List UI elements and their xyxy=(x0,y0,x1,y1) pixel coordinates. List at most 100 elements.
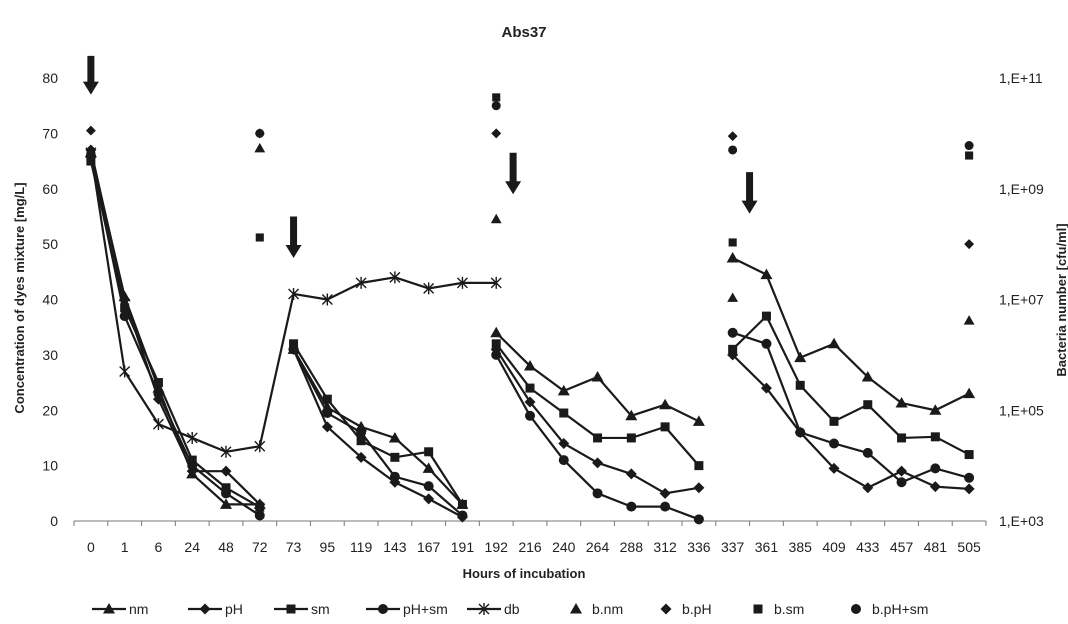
data-point-ph-sm xyxy=(153,388,164,399)
data-point-ph-sm xyxy=(761,338,772,349)
data-point-db xyxy=(423,282,435,295)
series-line-db xyxy=(89,152,497,453)
data-point-nm xyxy=(929,404,942,415)
series-b-ph-sm xyxy=(86,101,974,158)
data-point-db xyxy=(119,365,131,378)
data-point-sm xyxy=(559,408,569,418)
x-axis-ticks: 0 1 6 24 48 72 73 95 119 143 167 191 192 216 240 264 288… xyxy=(73,521,987,555)
legend-item-b-nm: b.nm xyxy=(570,601,623,617)
arrow-annotation xyxy=(505,152,522,195)
data-point-sm xyxy=(897,433,907,443)
data-point-ph-sm xyxy=(862,447,873,458)
x-tick-label: 95 xyxy=(320,539,336,555)
data-point-nm xyxy=(591,371,604,382)
x-tick-label: 24 xyxy=(184,539,200,555)
y-tick-label: 20 xyxy=(42,402,58,418)
data-point-ph-sm xyxy=(187,460,198,471)
data-point-sm xyxy=(153,378,163,388)
data-point-sm xyxy=(457,499,467,509)
data-point-ph-sm xyxy=(389,471,400,482)
data-point-db xyxy=(355,276,367,289)
legend-marker xyxy=(753,604,763,614)
series-sm xyxy=(86,156,974,512)
data-point-sm xyxy=(491,339,501,349)
secondary-y-axis-ticks: 1,E+03 1,E+05 1,E+07 1,E+09 1,E+11 xyxy=(999,70,1044,529)
y-tick-label: 40 xyxy=(42,292,58,308)
y-axis-title: Concentration of dyes mixture [mg/L] xyxy=(12,182,27,413)
data-point-sm xyxy=(964,450,974,460)
data-point-nm xyxy=(963,387,976,399)
data-point-ph xyxy=(896,465,908,477)
series-ph-sm xyxy=(85,150,975,525)
data-point-db xyxy=(456,276,468,289)
y2-tick-label: 1,E+09 xyxy=(999,181,1044,197)
x-tick-label: 409 xyxy=(822,539,846,555)
data-point-sm xyxy=(761,311,771,321)
data-point-nm xyxy=(861,371,874,382)
series-line-ph xyxy=(495,348,700,495)
y2-tick-label: 1,E+03 xyxy=(999,513,1044,529)
y-tick-label: 50 xyxy=(42,236,58,252)
x-tick-label: 216 xyxy=(518,539,542,555)
data-point-ph xyxy=(321,421,333,433)
data-point-ph-sm xyxy=(727,327,738,338)
legend-item-b-ph-sm: b.pH+sm xyxy=(851,601,928,617)
data-point-b-sm xyxy=(728,238,737,247)
data-point-ph xyxy=(423,493,435,505)
data-point-b-ph xyxy=(85,125,96,136)
data-point-db xyxy=(186,431,198,444)
legend-label: nm xyxy=(129,601,148,617)
data-point-b-nm xyxy=(490,213,502,224)
y-tick-label: 30 xyxy=(42,347,58,363)
data-point-ph xyxy=(760,382,772,394)
series-db xyxy=(85,146,502,458)
x-tick-label: 119 xyxy=(350,539,373,555)
data-point-ph-sm xyxy=(829,438,839,449)
data-point-b-sm xyxy=(255,233,264,242)
legend-label: b.pH+sm xyxy=(872,601,928,617)
data-point-sm xyxy=(728,344,738,354)
data-point-sm xyxy=(356,436,366,446)
data-point-ph xyxy=(524,396,536,408)
legend-marker xyxy=(103,603,115,614)
legend-label: pH+sm xyxy=(403,601,448,617)
data-point-b-ph-sm xyxy=(255,128,265,138)
data-point-ph xyxy=(592,457,604,469)
data-point-ph-sm xyxy=(254,510,265,521)
series-line-ph xyxy=(292,348,463,519)
series-line-nm xyxy=(292,348,464,506)
data-point-sm xyxy=(525,383,535,393)
legend-item-b-sm: b.sm xyxy=(753,601,804,617)
x-tick-label: 191 xyxy=(451,539,475,555)
data-point-b-ph xyxy=(727,131,738,142)
chart-title: Abs37 xyxy=(501,24,546,41)
series-line-sm xyxy=(89,160,261,509)
data-point-sm xyxy=(289,339,299,349)
data-point-nm xyxy=(524,359,536,371)
x-tick-label: 312 xyxy=(653,539,677,555)
data-point-nm xyxy=(220,498,232,509)
data-point-ph-sm xyxy=(491,349,502,360)
y-tick-label: 0 xyxy=(50,513,58,529)
data-point-nm xyxy=(726,251,739,263)
legend-item-b-ph: b.pH xyxy=(660,601,712,617)
x-tick-label: 1 xyxy=(121,539,129,555)
series-b-ph xyxy=(85,125,975,250)
legend-item-db: db xyxy=(467,601,520,617)
data-point-sm xyxy=(829,416,839,426)
y-axis-ticks: 0 10 20 30 40 50 60 70 80 xyxy=(42,70,58,529)
data-point-b-sm xyxy=(86,154,95,163)
series-line-nm xyxy=(89,152,260,506)
data-point-nm xyxy=(794,351,807,363)
x-tick-label: 336 xyxy=(687,539,711,555)
legend-item-ph-sm: pH+sm xyxy=(366,601,448,617)
y2-tick-label: 1,E+07 xyxy=(999,292,1044,308)
x-tick-label: 143 xyxy=(383,539,407,555)
data-point-b-nm xyxy=(254,142,266,153)
data-point-ph xyxy=(963,483,975,495)
data-point-ph xyxy=(929,481,941,493)
data-point-ph-sm xyxy=(660,501,671,512)
data-point-db xyxy=(254,440,266,453)
data-point-ph-sm xyxy=(221,488,231,499)
